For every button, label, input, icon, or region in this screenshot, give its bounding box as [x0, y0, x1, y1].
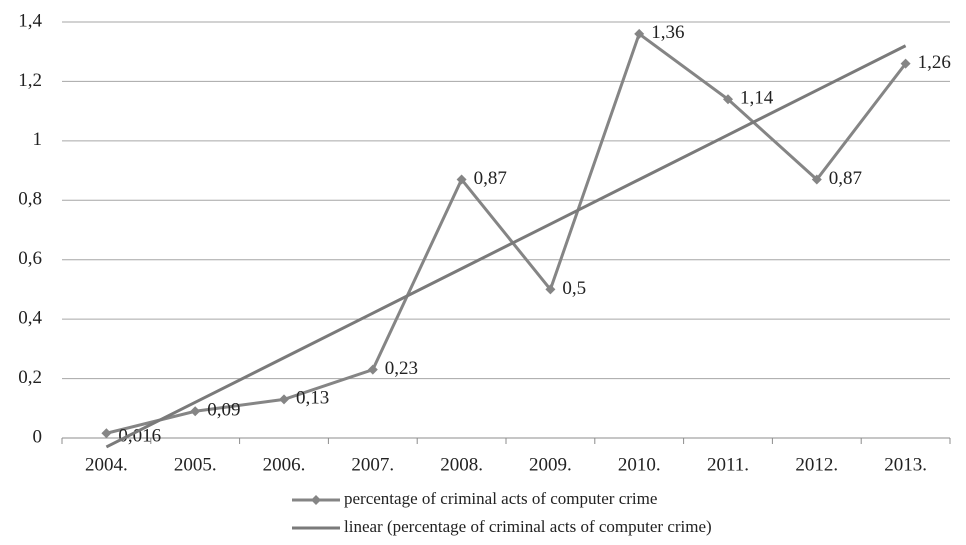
marker — [456, 174, 467, 185]
marker — [545, 284, 556, 295]
x-tick-label: 2004. — [85, 454, 128, 475]
y-tick-label: 0,4 — [18, 308, 42, 329]
data-label: 1,14 — [740, 88, 774, 109]
marker — [634, 28, 645, 39]
marker — [190, 406, 201, 417]
marker — [723, 94, 733, 105]
data-label: 0,87 — [829, 168, 862, 189]
y-tick-label: 1,4 — [18, 10, 42, 31]
y-tick-label: 0,2 — [18, 367, 42, 388]
marker — [811, 174, 822, 185]
marker — [279, 394, 289, 405]
data-label: 0,09 — [207, 400, 240, 421]
data-label: 0,016 — [118, 426, 161, 447]
legend-label: percentage of criminal acts of computer … — [344, 489, 657, 508]
marker — [900, 58, 911, 69]
data-label: 1,36 — [651, 22, 684, 43]
data-label: 0,13 — [296, 388, 329, 409]
y-tick-label: 1,2 — [18, 70, 42, 91]
y-tick-label: 0,8 — [18, 189, 42, 210]
x-tick-label: 2013. — [884, 454, 927, 475]
data-label: 1,26 — [918, 52, 951, 73]
data-label: 0,87 — [474, 168, 507, 189]
y-tick-label: 0 — [33, 426, 43, 447]
marker — [101, 428, 112, 439]
y-tick-label: 1 — [33, 129, 43, 150]
data-label: 0,23 — [385, 358, 418, 379]
x-tick-label: 2009. — [529, 454, 572, 475]
data-label: 0,5 — [562, 278, 586, 299]
x-tick-label: 2007. — [351, 454, 394, 475]
x-tick-label: 2010. — [618, 454, 661, 475]
series-line — [106, 31, 907, 435]
y-tick-label: 0,6 — [18, 248, 42, 269]
x-tick-label: 2012. — [795, 454, 838, 475]
legend-marker — [311, 495, 321, 505]
legend-label: linear (percentage of criminal acts of c… — [344, 517, 712, 536]
marker — [367, 364, 378, 375]
x-tick-label: 2008. — [440, 454, 483, 475]
x-tick-label: 2011. — [707, 454, 749, 475]
x-tick-label: 2005. — [174, 454, 217, 475]
x-tick-label: 2006. — [263, 454, 306, 475]
series-line — [105, 44, 907, 449]
